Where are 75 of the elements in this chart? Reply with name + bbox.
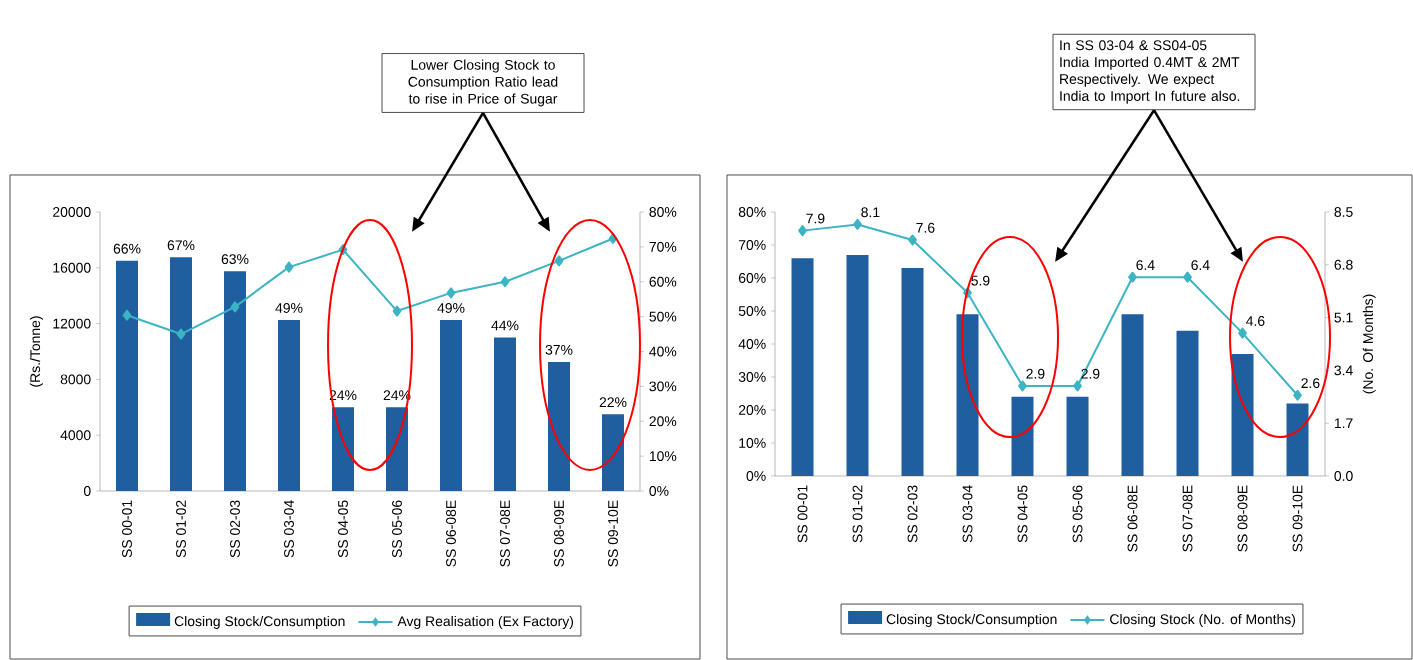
x-tick-label: SS 05-06 [392,500,402,558]
y2-axis-title: (No. Of Months) [1362,294,1376,394]
legend-label: Avg Realisation (Ex Factory) [397,615,574,629]
y-tick-label: 10% [739,438,766,448]
data-label: 2.9 [1026,368,1045,379]
y-tick-label: 60% [738,273,766,283]
y2-tick-label: 10% [649,451,677,462]
x-tick-label: SS 08-09E [554,500,564,567]
y-tick-label: 50% [738,306,766,316]
y2-tick-label: 80% [649,207,677,217]
data-label: 44% [491,320,519,331]
text: Lower Closing Stock to Consumption Ratio lead to rise in Price of Sugar [408,59,558,107]
y2-tick-label: 0.0 [1334,471,1353,481]
y-tick-label: 20% [738,405,766,415]
data-label: 4.6 [1246,316,1265,326]
y-axis-title: (Rs./Tonne) [29,316,43,387]
y-tick-label: 20000 [53,207,91,217]
y-tick-label: 70% [738,240,766,250]
y2-tick-label: 5.1 [1334,312,1353,323]
x-tick-label: SS 06-08E [1127,485,1138,552]
data-label: 2.6 [1301,378,1320,389]
x-tick-label: SS 07-08E [1182,485,1193,552]
y-tick-label: 40% [738,339,766,349]
y2-tick-label: 1.7 [1334,418,1353,428]
legend-label: Closing Stock (No. of Months) [1110,613,1296,627]
y2-tick-label: 60% [649,276,677,287]
data-label: 63% [221,254,249,265]
x-tick-label: SS 06-08E [446,500,456,567]
y2-tick-label: 40% [649,346,677,357]
data-label: 67% [167,240,195,251]
y2-tick-label: 70% [649,241,677,252]
x-tick-label: SS 04-05 [338,500,348,558]
y-tick-label: 80% [738,207,766,217]
y-tick-label: 4000 [60,430,91,441]
x-tick-label: SS 05-06 [1072,485,1083,543]
data-label: 6.4 [1191,260,1210,271]
y-tick-label: 12000 [53,318,91,329]
data-label: 49% [437,303,465,313]
x-tick-label: SS 00-01 [797,485,808,543]
y2-tick-label: 3.4 [1334,365,1353,376]
data-label: 8.1 [861,207,880,218]
x-tick-label: SS 09-10E [608,500,618,567]
data-label: 49% [275,303,303,313]
text: In SS 03-04 & SS04-05 India Imported 0.4MT & 2MT Respectively. We expect India to Import In future also. [1060,40,1240,104]
y2-tick-label: 50% [649,311,677,322]
y2-tick-label: 30% [649,381,677,392]
x-tick-label: SS 02-03 [230,500,240,558]
x-tick-label: SS 03-04 [962,485,973,543]
x-tick-label: SS 01-02 [176,500,186,558]
y2-tick-label: 8.5 [1334,207,1353,217]
y-tick-label: 0% [746,471,766,481]
data-label: 66% [113,243,141,254]
data-label: 5.9 [971,275,990,286]
data-label: 7.9 [806,213,825,224]
x-tick-label: SS 04-05 [1017,485,1028,543]
x-tick-label: SS 02-03 [907,485,918,543]
data-label: 22% [599,397,627,408]
y-tick-label: 16000 [53,262,91,273]
data-label: 37% [545,344,573,355]
legend-label: Closing Stock/Consumption [174,615,345,629]
data-label: 7.6 [916,222,935,233]
x-tick-label: SS 09-10E [1292,485,1303,552]
y-tick-label: 0 [83,486,91,496]
x-tick-label: SS 01-02 [852,485,863,543]
x-tick-label: SS 07-08E [500,500,510,567]
y-tick-label: 8000 [60,374,91,385]
data-label: 6.4 [1136,260,1155,271]
x-tick-label: SS 08-09E [1237,485,1248,552]
x-tick-label: SS 03-04 [284,500,294,558]
y2-tick-label: 6.8 [1334,259,1353,270]
x-tick-label: SS 00-01 [122,500,132,558]
y2-tick-label: 20% [649,416,677,427]
legend-label: Closing Stock/Consumption [886,613,1057,627]
y-tick-label: 30% [738,372,766,382]
y2-tick-label: 0% [649,486,669,496]
